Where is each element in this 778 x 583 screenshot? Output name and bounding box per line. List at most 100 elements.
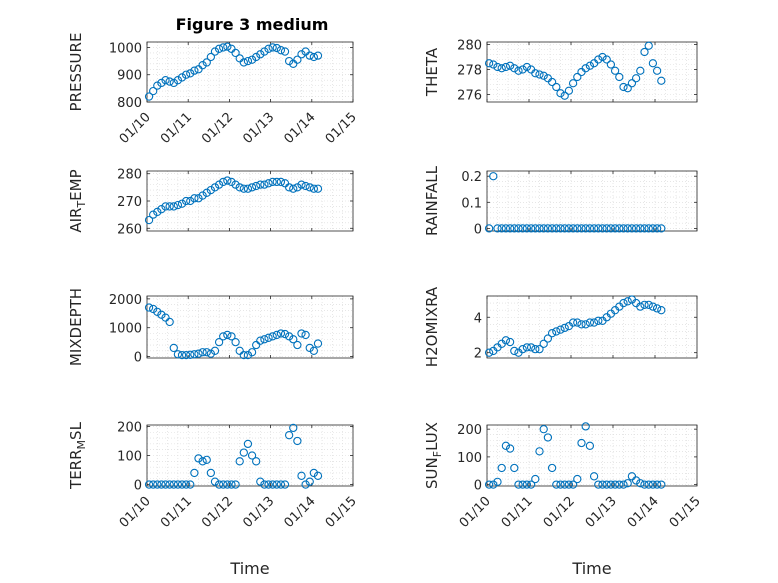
data-point: [194, 454, 203, 463]
data-point: [190, 468, 199, 478]
data-point: [585, 61, 595, 70]
data-point: [535, 447, 544, 456]
data-point: [510, 463, 519, 473]
data-point: [514, 480, 523, 489]
data-point: [531, 474, 540, 484]
data-point: [573, 72, 582, 82]
y-axis-label: PRESSURE: [67, 33, 85, 112]
y-axis-label: AIRTEMP: [67, 169, 88, 232]
x-tick-label: 01/15: [323, 110, 360, 147]
data-point: [260, 335, 269, 344]
data-point: [268, 43, 277, 52]
data-point: [493, 62, 502, 72]
data-point: [289, 423, 298, 433]
data-point: [602, 55, 611, 64]
data-point: [206, 349, 216, 358]
data-point: [297, 50, 306, 59]
data-point: [165, 202, 174, 211]
data-point: [206, 52, 216, 62]
data-point: [522, 62, 532, 72]
data-point: [301, 181, 310, 191]
data-point: [280, 480, 290, 489]
data-point: [235, 346, 244, 355]
data-point: [231, 48, 240, 58]
data-point: [243, 350, 253, 360]
data-point: [165, 480, 174, 489]
x-tick-label: 01/10: [117, 494, 154, 531]
data-point: [214, 180, 224, 189]
data-point: [210, 47, 220, 56]
data-point: [309, 346, 319, 355]
data-point: [560, 91, 569, 100]
data-point: [149, 210, 158, 219]
data-point: [501, 336, 511, 345]
data-point: [297, 180, 306, 189]
data-point: [153, 480, 162, 489]
y-axis-label-rest: LUX: [423, 422, 441, 451]
data-point: [181, 480, 191, 489]
data-point: [260, 180, 269, 189]
data-point: [501, 224, 511, 233]
data-point: [177, 73, 187, 82]
y-axis-label: RAINFALL: [423, 165, 441, 236]
data-point: [560, 323, 569, 333]
data-point: [301, 480, 310, 489]
data-point: [636, 66, 645, 75]
data-point: [594, 224, 603, 233]
data-point: [161, 313, 170, 322]
data-point: [309, 52, 319, 62]
data-point: [264, 480, 273, 489]
data-point: [305, 477, 314, 486]
data-point: [531, 224, 540, 233]
data-point: [505, 444, 515, 453]
data-point: [177, 199, 187, 208]
data-point: [252, 181, 261, 191]
data-point: [157, 205, 166, 214]
data-point: [526, 224, 536, 233]
data-point: [153, 207, 162, 217]
data-point: [648, 59, 658, 68]
y-axis-label: THETA: [423, 47, 441, 97]
data-point: [497, 463, 506, 473]
data-point: [293, 436, 302, 446]
data-point: [547, 329, 557, 338]
data-point: [627, 472, 637, 481]
data-point: [169, 480, 178, 489]
y-axis-label-main: SUN: [423, 457, 441, 489]
data-point: [247, 348, 257, 357]
data-point: [198, 457, 207, 466]
data-point: [610, 480, 620, 489]
data-point: [594, 316, 603, 325]
y-tick-label: 200: [457, 423, 482, 438]
data-point: [552, 82, 561, 92]
y-axis-label: SUNFLUX: [423, 422, 444, 489]
data-point: [284, 431, 294, 440]
data-point: [552, 327, 561, 336]
data-point: [186, 69, 195, 78]
x-tick-label: 01/14: [282, 110, 319, 147]
data-point: [149, 480, 158, 489]
data-point: [652, 66, 662, 75]
data-point: [173, 200, 183, 210]
data-point: [560, 224, 569, 233]
data-point: [627, 79, 637, 88]
data-point: [264, 333, 273, 342]
data-point: [264, 44, 273, 53]
data-point: [239, 58, 248, 67]
data-point: [223, 42, 232, 51]
data-point: [539, 71, 548, 80]
x-tick-label: 01/10: [457, 494, 494, 531]
y-tick-label: 0.1: [461, 196, 482, 211]
data-point: [535, 224, 544, 233]
data-point: [268, 480, 277, 489]
data-point: [181, 350, 191, 360]
data-point: [247, 55, 257, 64]
data-point: [243, 184, 253, 193]
data-point: [202, 348, 211, 357]
data-point: [297, 471, 306, 480]
data-point: [284, 183, 294, 192]
data-point: [190, 66, 199, 75]
data-point: [305, 51, 314, 60]
data-point: [594, 55, 603, 64]
